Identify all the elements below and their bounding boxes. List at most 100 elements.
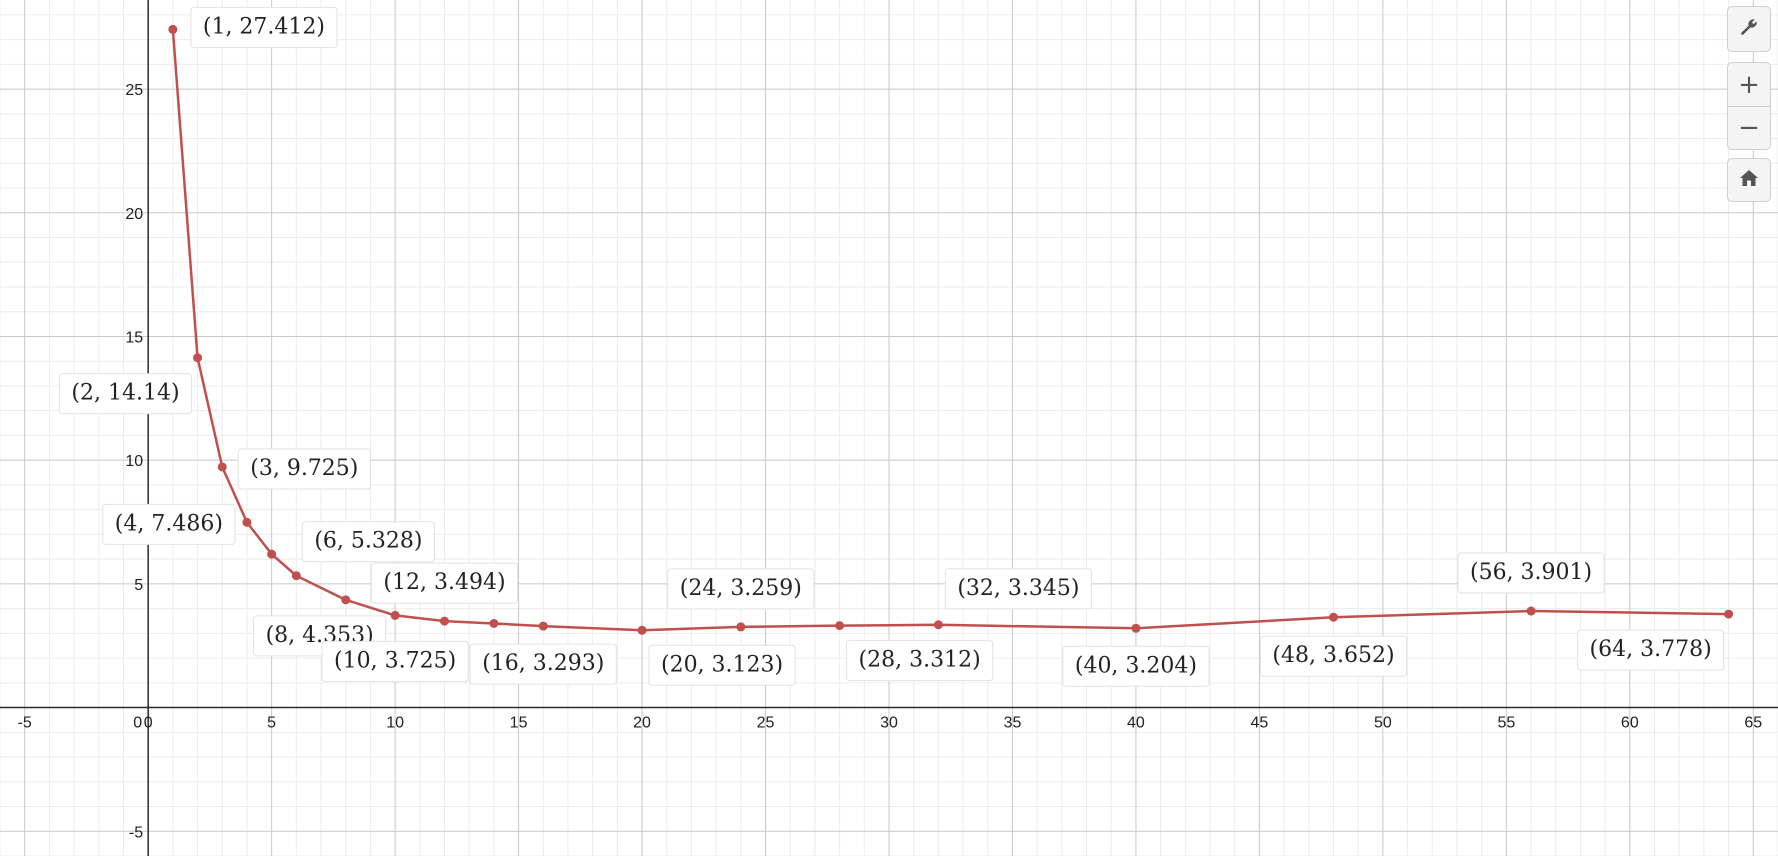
- point-label-box: [1062, 645, 1210, 687]
- data-point: [835, 621, 845, 631]
- x-tick-label: -5: [18, 715, 32, 732]
- point-label-box: [1457, 552, 1605, 594]
- x-tick-label: 20: [633, 715, 651, 732]
- data-point: [637, 625, 647, 635]
- y-tick-label: 5: [134, 577, 143, 594]
- data-point: [1329, 612, 1338, 622]
- x-tick-label: 30: [880, 715, 898, 732]
- point-label-box: [648, 644, 796, 686]
- data-point: [1131, 623, 1141, 633]
- data-point: [193, 353, 203, 363]
- x-tick-label: 45: [1251, 715, 1269, 732]
- point-label: (1, 27.412): [190, 6, 338, 48]
- point-label-text: (56, 3.901): [1470, 560, 1592, 585]
- point-label-box: [321, 640, 469, 682]
- data-point: [217, 462, 227, 472]
- point-label: (4, 7.486): [102, 503, 236, 545]
- x-tick-label: 15: [510, 715, 528, 732]
- home-button[interactable]: [1727, 158, 1771, 202]
- data-point: [267, 549, 277, 559]
- point-label-box: [944, 568, 1092, 610]
- point-label-box: [102, 503, 236, 545]
- data-point: [933, 620, 943, 630]
- point-label-box: [1577, 629, 1725, 671]
- point-label: (2, 14.14): [58, 373, 193, 415]
- point-label-box: [469, 643, 617, 685]
- point-label-box: [237, 448, 371, 490]
- zoom-in-button[interactable]: +: [1727, 62, 1771, 106]
- point-label: (10, 3.725): [321, 640, 469, 682]
- point-label: (20, 3.123): [648, 644, 796, 686]
- plus-icon: +: [1738, 69, 1760, 100]
- point-label-text: (2, 14.14): [71, 381, 179, 406]
- point-label-text: (64, 3.778): [1590, 637, 1712, 662]
- point-label: (48, 3.652): [1259, 635, 1408, 677]
- x-tick-label: 10: [386, 715, 404, 732]
- point-labels: (1, 27.412) (2, 14.14) (3, 9.725) (4, 7.486…: [58, 6, 1725, 687]
- zoom-out-button[interactable]: −: [1727, 106, 1771, 150]
- data-point: [736, 622, 746, 632]
- point-label: (12, 3.494): [370, 562, 519, 604]
- x-tick-label: 0: [144, 715, 153, 732]
- point-label: (28, 3.312): [846, 640, 994, 682]
- point-label-box: [667, 568, 815, 610]
- y-tick-label: 20: [125, 206, 143, 223]
- point-label-text: (32, 3.345): [957, 576, 1079, 601]
- data-point: [168, 24, 178, 34]
- point-label-box: [301, 521, 435, 563]
- origin-label: 0: [133, 715, 142, 732]
- data-point: [341, 595, 351, 605]
- x-tick-label: 5: [267, 715, 276, 732]
- point-label-text: (16, 3.293): [482, 651, 604, 676]
- point-label: (16, 3.293): [469, 643, 617, 685]
- point-label-text: (48, 3.652): [1272, 643, 1394, 668]
- x-tick-label: 55: [1497, 715, 1515, 732]
- point-label-text: (10, 3.725): [334, 648, 456, 673]
- settings-button[interactable]: [1727, 6, 1771, 52]
- x-tick-label: 25: [757, 715, 775, 732]
- minus-icon: −: [1738, 113, 1760, 143]
- x-tick-label: 65: [1744, 715, 1762, 732]
- point-label: (3, 9.725): [237, 448, 371, 490]
- point-label-text: (12, 3.494): [383, 570, 505, 595]
- point-label-box: [370, 562, 519, 604]
- point-label-text: (24, 3.259): [680, 576, 802, 601]
- data-point: [489, 618, 499, 628]
- y-tick-label: 15: [125, 329, 143, 346]
- point-label-box: [846, 640, 994, 682]
- data-series: [168, 24, 1734, 635]
- data-point: [538, 621, 548, 631]
- data-point: [242, 517, 252, 527]
- x-tick-label: 40: [1127, 715, 1145, 732]
- point-label-text: (40, 3.204): [1075, 653, 1197, 678]
- point-label-box: [1259, 635, 1408, 677]
- home-icon: [1739, 169, 1759, 191]
- point-label: (56, 3.901): [1457, 552, 1605, 594]
- point-label-text: (3, 9.725): [250, 456, 358, 481]
- point-label-text: (6, 5.328): [314, 529, 422, 554]
- x-tick-label: 35: [1004, 715, 1022, 732]
- x-tick-label: 60: [1621, 715, 1639, 732]
- x-tick-label: 50: [1374, 715, 1392, 732]
- y-tick-label: 10: [125, 453, 143, 470]
- point-label-text: (28, 3.312): [859, 648, 981, 673]
- tick-labels: -5 0 5 10 15 20 25 30 35 40 45 50 55 60 65 -5 5 10 15 20 25 0: [18, 82, 1763, 841]
- point-label: (40, 3.204): [1062, 645, 1210, 687]
- point-label-text: (4, 7.486): [115, 511, 223, 536]
- point-label: (64, 3.778): [1577, 629, 1725, 671]
- point-label-text: (20, 3.123): [661, 652, 783, 677]
- data-point: [1724, 609, 1734, 619]
- y-tick-label: -5: [129, 824, 143, 841]
- point-label: (32, 3.345): [944, 568, 1092, 610]
- data-point: [291, 571, 301, 581]
- data-point: [390, 610, 400, 620]
- point-label-box: [58, 373, 193, 415]
- point-label: (6, 5.328): [301, 521, 435, 563]
- y-tick-label: 25: [125, 82, 143, 99]
- point-label-box: [190, 6, 338, 48]
- wrench-icon: [1739, 17, 1759, 41]
- data-point: [440, 616, 449, 626]
- point-label: (24, 3.259): [667, 568, 815, 610]
